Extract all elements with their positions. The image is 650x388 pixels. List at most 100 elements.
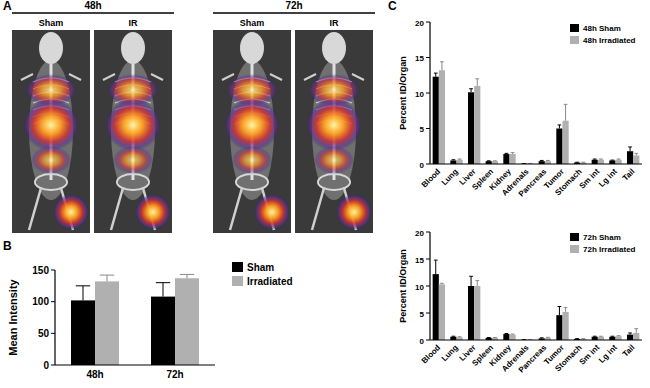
error-bar [452,159,456,161]
error-bar [611,160,615,161]
error-bar [475,79,479,86]
y-tick-label: 5 [420,125,425,134]
image-label: Sham [39,18,64,28]
bar [510,154,516,164]
error-bar [634,153,638,155]
x-tick-label: Sm int [578,167,602,191]
error-bar [440,62,444,71]
error-bar [546,337,550,339]
bar-chart: 05101520Percent ID/OrganBloodLungLiverSp… [398,19,642,199]
pelvis [318,174,350,190]
skull [121,32,145,64]
error-bar [599,336,603,338]
error-bar [458,336,462,338]
error-bar [505,153,509,155]
image-label: IR [129,18,139,28]
error-bar [434,73,438,77]
uptake-abdomen [31,146,71,174]
bar [439,70,445,164]
x-tick-label: Lung [440,167,460,187]
bar [633,155,639,164]
error-bar [581,338,585,339]
x-tick-label: Tail [621,167,637,183]
bar [457,160,463,164]
uptake-liver [224,99,280,151]
bar [71,300,95,365]
x-tick-label: 48h [86,369,103,380]
scan-image [295,30,373,233]
group-line [213,12,375,14]
scan-image [12,30,90,233]
error-bar [487,160,491,161]
error-bar [575,338,579,339]
y-tick-label: 10 [415,90,424,99]
x-axis [55,364,215,365]
leg [29,188,41,230]
y-tick-label: 0 [420,161,425,170]
error-bar [76,286,90,301]
skull [240,32,264,64]
bar [468,286,474,340]
uptake-abdomen [113,146,153,174]
marks [71,274,199,365]
error-bar [493,160,497,161]
error-bar [593,336,597,338]
error-bar [581,162,585,163]
figure: ABC48hShamIR72hShamIR050100150Mean Inten… [0,0,650,388]
bar [175,278,199,365]
y-axis-label: Percent ID/Organ [398,56,408,130]
bar [592,160,598,164]
bar [474,286,480,340]
arm [304,74,316,80]
bar [151,297,175,365]
x-axis [430,163,642,164]
error-bar [469,89,473,93]
scan-bg [94,30,172,233]
uptake-abdomen [314,146,354,174]
x-tick-label: Blood [420,167,442,189]
y-tick-label: 5 [420,310,425,319]
error-bar [487,337,491,338]
scan-bg [295,30,373,233]
uptake-liver [105,99,161,151]
x-tick-label: Tail [621,343,637,359]
panel-label: A [3,0,12,13]
x-tick-label: Sm int [578,343,602,367]
error-bar [634,329,638,333]
y-tick-label: 100 [32,296,49,307]
marks [433,260,640,340]
y-tick-label: 50 [38,328,50,339]
error-bar [593,159,597,161]
legend-swatch [570,36,579,44]
uptake-tumor [336,194,372,230]
legend-swatch [232,262,243,272]
bar [627,151,633,164]
error-bar [452,336,456,338]
skull [39,32,63,64]
bar [503,154,509,164]
y-axis-label: Percent ID/Organ [398,249,408,323]
y-tick-label: 0 [43,360,49,371]
y-tick-label: 0 [420,337,425,346]
bar [474,86,480,164]
error-bar [434,260,438,274]
scan-bg [213,30,291,233]
legend-label: 72h Irradiated [583,245,636,254]
error-bar [575,162,579,163]
bar [503,334,509,340]
error-bar [505,333,509,335]
group-label: 72h [285,0,302,11]
y-axis [429,22,430,164]
leg [111,188,123,230]
arm [352,74,364,80]
y-tick-label: 10 [415,283,424,292]
leg [312,188,324,230]
error-bar [100,275,114,281]
pelvis [117,174,149,190]
bar [627,335,633,340]
marks [433,62,640,164]
error-bar [564,308,568,312]
bar [433,274,439,340]
bar [563,121,569,164]
arm [21,74,33,80]
